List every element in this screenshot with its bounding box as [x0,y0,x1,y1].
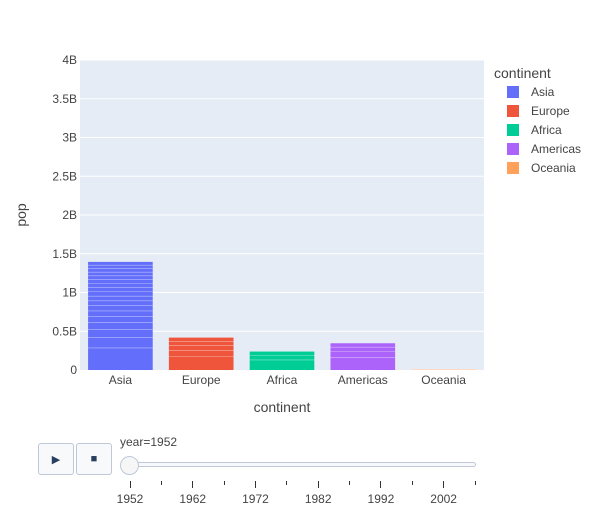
y-tick-label: 2B [62,208,77,222]
bar[interactable] [249,351,315,370]
play-button[interactable]: ▶ [38,443,74,475]
slider-tick-label: 1962 [179,492,207,506]
y-tick-label: 3.5B [52,92,77,106]
bar-asia[interactable] [88,261,153,370]
slider-major-tick [380,481,382,488]
y-tick-label: 0 [70,363,77,377]
bar-oceania[interactable] [411,369,476,370]
legend-swatch [507,86,519,98]
slider-tick-label: 2002 [430,492,457,506]
legend-item-africa[interactable]: Africa [507,123,562,137]
legend-label: Oceania [531,161,576,175]
slider-major-tick [129,481,131,488]
legend-item-asia[interactable]: Asia [507,85,555,99]
bar[interactable] [168,337,234,370]
x-tick-label: Oceania [421,373,466,387]
legend-label: Europe [531,104,570,118]
slider-tick-label: 1992 [367,492,395,506]
year-slider-handle[interactable] [120,456,139,475]
legend-label: Africa [531,123,562,137]
y-tick-label: 3B [62,131,77,145]
slider-tick-label: 1952 [116,492,144,506]
legend-swatch [507,105,519,117]
slider-minor-tick [223,481,225,485]
bar-africa[interactable] [249,351,315,370]
slider-major-tick [317,481,319,488]
legend-label: Americas [531,142,581,156]
slider-major-tick [192,481,194,488]
y-tick-label: 2.5B [52,169,77,183]
slider-minor-tick [474,481,476,485]
x-tick-label: Asia [109,373,133,387]
play-icon: ▶ [51,453,61,466]
legend-swatch [507,143,519,155]
slider-minor-tick [411,481,413,485]
bar[interactable] [88,261,153,370]
slider-minor-tick [160,481,162,485]
bar[interactable] [330,343,396,370]
y-tick-label: 1.5B [52,247,77,261]
y-tick-label: 4B [62,53,77,67]
legend-item-oceania[interactable]: Oceania [507,161,576,175]
legend[interactable]: Asia Europe Africa Americas Oceania [507,85,581,175]
bar-americas[interactable] [330,343,396,370]
slider-tick-label: 1972 [242,492,269,506]
y-tick-label: 0.5B [52,324,77,338]
legend-title: continent [494,65,551,81]
legend-item-americas[interactable]: Americas [507,142,581,156]
slider-minor-tick [349,481,351,485]
stop-icon: ■ [90,453,98,465]
slider-current-value: year=1952 [120,435,178,449]
slider-tick-label: 1982 [304,492,332,506]
x-axis-title: continent [254,399,311,415]
y-tick-label: 1B [62,286,77,300]
x-tick-label: Europe [182,373,221,387]
x-tick-label: Americas [338,373,388,387]
legend-swatch [507,162,519,174]
y-axis-ticks: 0 0.5B 1B 1.5B 2B 2.5B 3B 3.5B 4B [52,53,77,377]
year-slider-rail[interactable] [121,462,476,467]
x-tick-label: Africa [267,373,298,387]
bars [88,261,476,370]
slider-major-tick [443,481,445,488]
stop-button[interactable]: ■ [76,443,112,475]
slider-minor-tick [286,481,288,485]
legend-label: Asia [531,85,555,99]
x-axis-ticks: Asia Europe Africa Americas Oceania [109,373,467,387]
legend-item-europe[interactable]: Europe [507,104,570,118]
slider-major-tick [254,481,256,488]
bar-europe[interactable] [168,337,234,370]
y-axis-title: pop [13,203,29,227]
legend-swatch [507,124,519,136]
